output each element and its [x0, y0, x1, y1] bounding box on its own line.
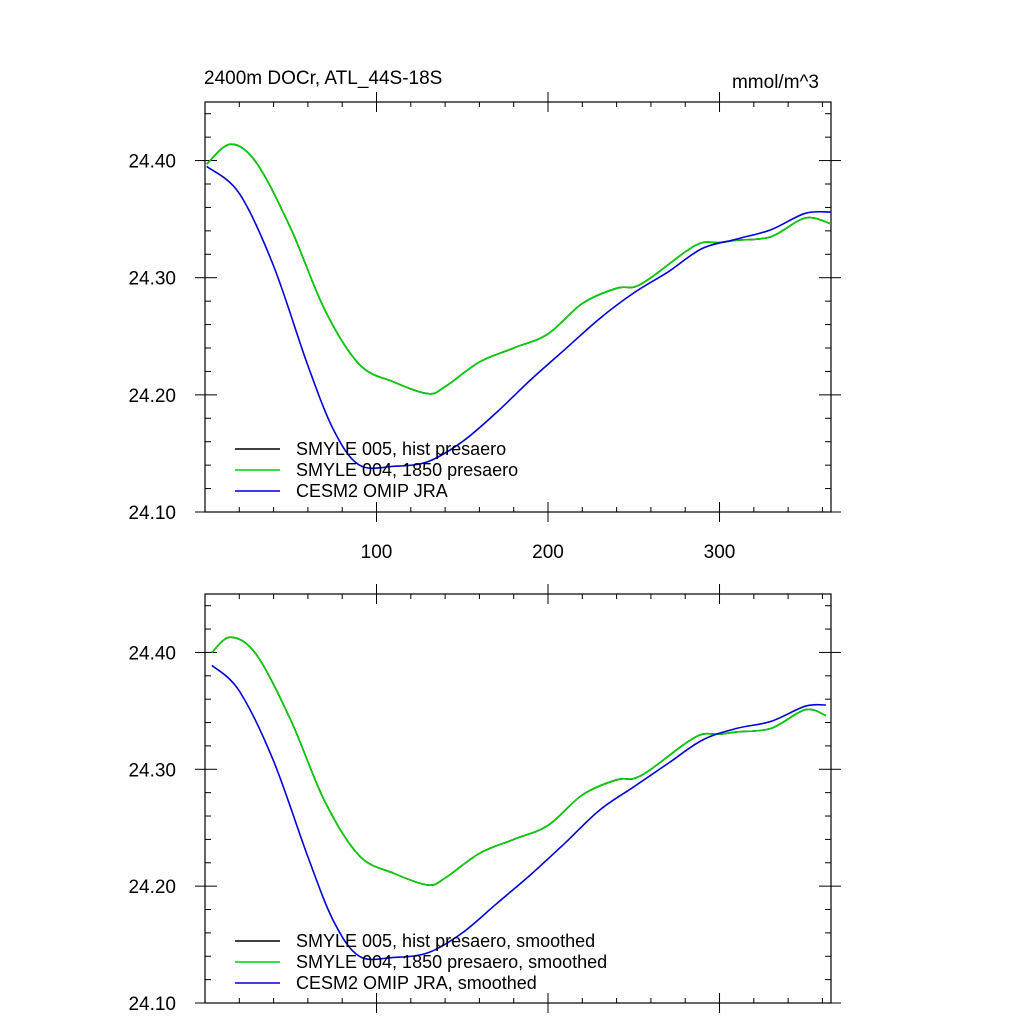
x-tick-label: 300 — [704, 542, 736, 563]
series-line — [211, 636, 827, 886]
plot-frame — [204, 101, 832, 513]
legend-label: CESM2 OMIP JRA — [296, 481, 448, 501]
y-tick-label: 24.40 — [128, 152, 176, 173]
y-tick-label: 24.20 — [128, 386, 176, 407]
y-tick-label: 24.30 — [128, 269, 176, 290]
series-line — [206, 143, 831, 395]
y-tick-label: 24.10 — [128, 503, 176, 524]
x-tick-label: 100 — [361, 542, 393, 563]
x-tick-label: 200 — [532, 542, 564, 563]
y-tick-label: 24.10 — [128, 994, 176, 1015]
legend-label: CESM2 OMIP JRA, smoothed — [296, 973, 537, 993]
bottom-panel: 24.10 24.20 24.30 24.40 SMYLE 005, hist pres… — [128, 584, 841, 1015]
units-label: mmol/m^3 — [732, 72, 819, 93]
chart-title: 2400m DOCr, ATL_44S-18S — [204, 68, 442, 89]
top-panel: 100 200 300 24.10 24.20 24.30 24.40 SMYLE 005, … — [128, 92, 841, 563]
legend-label: SMYLE 005, hist presaero, smoothed — [296, 931, 595, 951]
y-tick-label: 24.30 — [128, 760, 176, 781]
series-line — [206, 165, 831, 470]
plot-frame — [204, 593, 832, 1004]
legend-label: SMYLE 004, 1850 presaero, smoothed — [296, 952, 607, 972]
legend-label: SMYLE 005, hist presaero — [296, 439, 506, 459]
series-line — [206, 143, 831, 395]
series-line — [211, 664, 826, 961]
legend-label: SMYLE 004, 1850 presaero — [296, 460, 518, 480]
y-tick-label: 24.40 — [128, 643, 176, 664]
y-tick-label: 24.20 — [128, 877, 176, 898]
